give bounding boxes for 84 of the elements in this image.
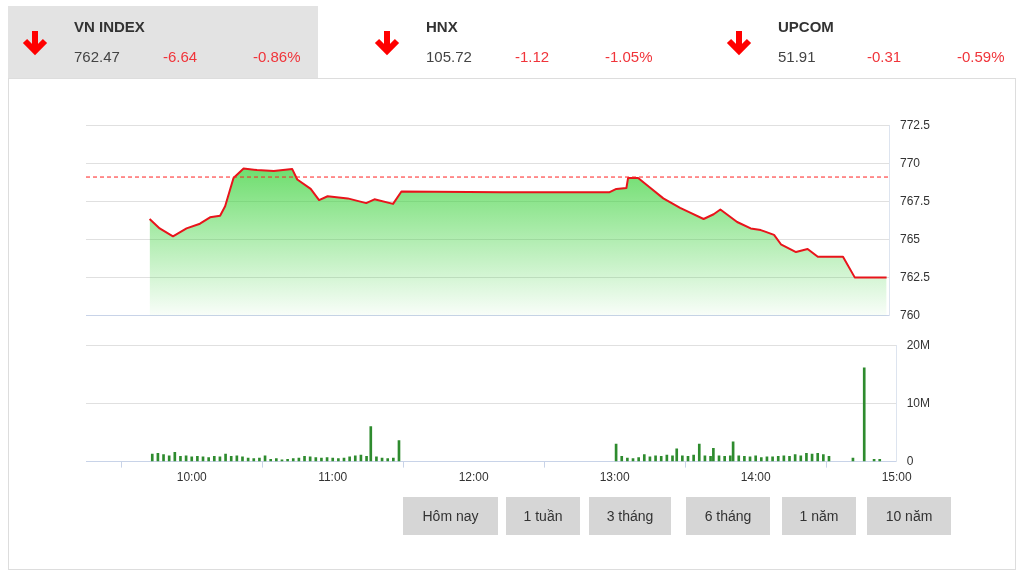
bar [816,453,820,462]
x-tick-label: 10:00 [176,470,208,485]
text: -1.05% [605,48,653,65]
bar [337,458,340,462]
bar [190,456,194,462]
bar [179,456,182,462]
y-tick-label: 762.5 [899,269,931,284]
x-tick-label: 12:00 [458,470,490,485]
y-tick-label: 10M [906,395,930,410]
y-tick-label: 767.5 [899,193,931,208]
bar [167,455,171,462]
bar [320,457,323,462]
bar [637,457,640,462]
y-tick-label: 770 [899,155,921,170]
bar [303,456,306,462]
bar [229,456,233,462]
bar [799,455,803,462]
bar [681,455,684,462]
bar [375,456,378,462]
text: VN INDEX [74,18,145,35]
text: 1 năm [782,497,856,535]
text: 3 tháng [589,497,671,535]
bar [723,456,726,462]
text: Hôm nay [403,497,498,535]
bar [776,456,780,462]
bar [862,367,866,462]
bar [369,426,373,462]
bar [759,457,763,462]
bar [692,454,695,462]
bar [258,457,261,462]
x-tick-label: 14:00 [740,470,772,485]
bar [314,457,318,462]
x-tick-label: 11:00 [318,470,348,485]
bar [788,456,791,462]
text: -6.64 [163,48,198,65]
text: HNX [426,18,458,35]
y-tick-label: 772.5 [899,117,931,132]
bar [212,456,216,462]
bar [822,454,825,462]
bar [150,453,154,462]
text: -0.31 [867,48,902,65]
y-tick-label: 765 [899,231,921,246]
y-tick-label: 0 [906,453,914,468]
y-tick-label: 20M [906,337,930,352]
bar [331,457,335,462]
bar [712,447,715,462]
bar [386,458,390,462]
text: 6 tháng [686,497,770,535]
text: -1.12 [515,48,550,65]
bar [654,455,657,462]
bar [173,451,177,462]
text: 762.47 [74,48,120,65]
x-tick-label: 15:00 [881,470,912,485]
bar [659,456,663,462]
bar [291,458,295,462]
text: 10 năm [867,497,951,535]
bar [697,443,701,462]
bar [805,453,808,462]
text: 105.72 [426,48,472,65]
text: 1 tuần [506,497,580,535]
bar [626,457,629,462]
text: UPCOM [778,18,834,35]
bar [252,458,256,462]
text: -0.86% [253,48,301,65]
bar [771,456,774,462]
bar [241,456,244,462]
x-tick-label: 13:00 [599,470,631,485]
bar [737,455,741,462]
bar [224,453,227,462]
bar [675,448,679,462]
y-tick-label: 760 [899,308,921,323]
bar [353,455,357,462]
bar [392,457,395,462]
bar [275,458,278,462]
bar [348,456,351,462]
bar [743,456,746,462]
bar [642,454,646,462]
bar [196,456,199,462]
bar [207,457,210,462]
text: 51.91 [778,48,816,65]
bar [620,456,624,462]
text: -0.59% [957,48,1005,65]
bar [162,454,165,462]
bar [754,455,757,462]
